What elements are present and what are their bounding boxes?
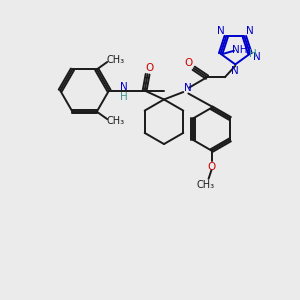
Text: N: N	[253, 52, 260, 62]
Text: NH₂: NH₂	[232, 45, 252, 55]
Text: N: N	[217, 26, 225, 36]
Text: CH₃: CH₃	[106, 116, 124, 126]
Text: H: H	[120, 92, 128, 102]
Text: CH₃: CH₃	[106, 55, 124, 65]
Text: O: O	[184, 58, 193, 68]
Text: N: N	[246, 26, 253, 36]
Text: CH₃: CH₃	[196, 180, 214, 190]
Text: H: H	[249, 49, 257, 59]
Text: O: O	[145, 63, 153, 73]
Text: N: N	[184, 83, 192, 93]
Text: N: N	[120, 82, 128, 92]
Text: O: O	[207, 162, 216, 172]
Text: N: N	[231, 66, 239, 76]
